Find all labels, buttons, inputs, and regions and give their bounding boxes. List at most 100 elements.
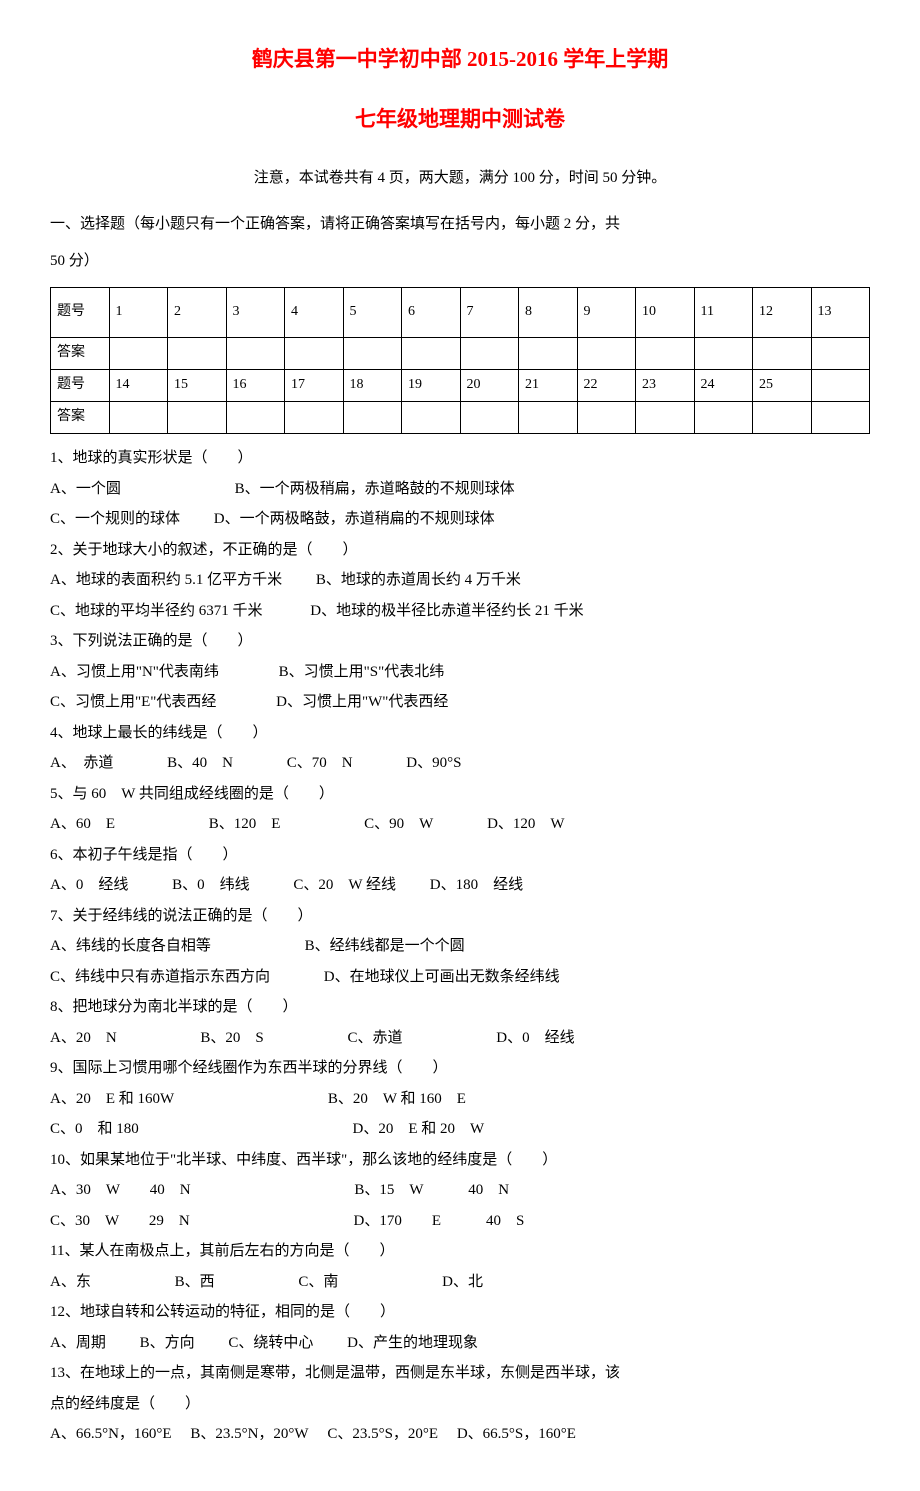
grid-answer — [402, 402, 461, 434]
grid-num: 10 — [636, 288, 695, 338]
q8-c: C、赤道 — [348, 1024, 403, 1053]
q1-options-2: C、一个规则的球体 D、一个两极略鼓，赤道稍扁的不规则球体 — [50, 505, 870, 534]
title-main: 鹤庆县第一中学初中部 2015-2016 学年上学期 — [50, 40, 870, 80]
q8-a: A、20 N — [50, 1024, 117, 1053]
q5-stem: 5、与 60 W 共同组成经线圈的是（ ） — [50, 780, 870, 809]
q3-options-2: C、习惯上用"E"代表西经 D、习惯上用"W"代表西经 — [50, 688, 870, 717]
grid-num: 8 — [519, 288, 578, 338]
q10-options-2: C、30 W 29 N D、170 E 40 S — [50, 1207, 870, 1236]
q9-options: A、20 E 和 160W B、20 W 和 160 E — [50, 1085, 870, 1114]
q11-options: A、东 B、西 C、南 D、北 — [50, 1268, 870, 1297]
q6-b: B、0 纬线 — [172, 871, 250, 900]
grid-answer — [343, 402, 402, 434]
q7-options-2: C、纬线中只有赤道指示东西方向 D、在地球仪上可画出无数条经纬线 — [50, 963, 870, 992]
q7-b: B、经纬线都是一个个圆 — [305, 938, 465, 954]
grid-label: 答案 — [51, 338, 110, 370]
grid-label: 题号 — [51, 370, 110, 402]
grid-answer — [636, 402, 695, 434]
q1-options: A、一个圆 B、一个两极稍扁，赤道略鼓的不规则球体 — [50, 475, 870, 504]
q5-a: A、60 E — [50, 810, 115, 839]
q13-a: A、66.5°N，160°E — [50, 1420, 172, 1449]
section1-score: 50 分） — [50, 247, 870, 276]
section1-header: 一、选择题（每小题只有一个正确答案，请将正确答案填写在括号内，每小题 2 分，共 — [50, 210, 870, 239]
exam-notice: 注意，本试卷共有 4 页，两大题，满分 100 分，时间 50 分钟。 — [50, 164, 870, 193]
table-row: 答案 — [51, 402, 870, 434]
q3-d: D、习惯上用"W"代表西经 — [276, 694, 448, 710]
q11-c: C、南 — [298, 1268, 338, 1297]
q12-a: A、周期 — [50, 1329, 106, 1358]
grid-num: 6 — [402, 288, 461, 338]
q1-b: B、一个两极稍扁，赤道略鼓的不规则球体 — [235, 481, 515, 497]
q4-a: A、 赤道 — [50, 749, 113, 778]
q8-d: D、0 经线 — [496, 1030, 574, 1046]
q4-c: C、70 N — [287, 749, 353, 778]
q13-c: C、23.5°S，20°E — [327, 1420, 438, 1449]
q2-a: A、地球的表面积约 5.1 亿平方千米 — [50, 566, 282, 595]
grid-answer — [109, 338, 168, 370]
grid-num: 5 — [343, 288, 402, 338]
q12-options: A、周期 B、方向 C、绕转中心 D、产生的地理现象 — [50, 1329, 870, 1358]
q5-c: C、90 W — [364, 810, 433, 839]
grid-num: 13 — [811, 288, 870, 338]
table-row: 题号 14 15 16 17 18 19 20 21 22 23 24 25 — [51, 370, 870, 402]
grid-num: 17 — [285, 370, 344, 402]
q10-stem: 10、如果某地位于"北半球、中纬度、西半球"，那么该地的经纬度是（ ） — [50, 1146, 870, 1175]
grid-answer — [694, 402, 753, 434]
grid-num: 11 — [694, 288, 753, 338]
q6-options: A、0 经线 B、0 纬线 C、20 W 经线 D、180 经线 — [50, 871, 870, 900]
grid-num: 12 — [753, 288, 812, 338]
grid-answer — [402, 338, 461, 370]
grid-num: 16 — [226, 370, 285, 402]
q5-b: B、120 E — [209, 810, 281, 839]
q4-stem: 4、地球上最长的纬线是（ ） — [50, 719, 870, 748]
q10-c: C、30 W 29 N — [50, 1207, 190, 1236]
grid-answer — [577, 338, 636, 370]
table-row: 题号 1 2 3 4 5 6 7 8 9 10 11 12 13 — [51, 288, 870, 338]
q13-stem-1: 13、在地球上的一点，其南侧是寒带，北侧是温带，西侧是东半球，东侧是西半球，该 — [50, 1359, 870, 1388]
q3-c: C、习惯上用"E"代表西经 — [50, 688, 216, 717]
q9-c: C、0 和 180 — [50, 1115, 139, 1144]
grid-answer — [753, 338, 812, 370]
q2-stem: 2、关于地球大小的叙述，不正确的是（ ） — [50, 536, 870, 565]
grid-answer — [226, 338, 285, 370]
q9-a: A、20 E 和 160W — [50, 1085, 174, 1114]
q12-b: B、方向 — [140, 1329, 195, 1358]
grid-num: 19 — [402, 370, 461, 402]
grid-answer — [753, 402, 812, 434]
q1-c: C、一个规则的球体 — [50, 505, 180, 534]
grid-answer — [109, 402, 168, 434]
q3-a: A、习惯上用"N"代表南纬 — [50, 658, 219, 687]
q9-d: D、20 E 和 20 W — [353, 1121, 485, 1137]
q11-stem: 11、某人在南极点上，其前后左右的方向是（ ） — [50, 1237, 870, 1266]
grid-answer — [636, 338, 695, 370]
grid-answer — [285, 338, 344, 370]
q12-stem: 12、地球自转和公转运动的特征，相同的是（ ） — [50, 1298, 870, 1327]
q3-options: A、习惯上用"N"代表南纬 B、习惯上用"S"代表北纬 — [50, 658, 870, 687]
q1-a: A、一个圆 — [50, 475, 121, 504]
grid-answer — [460, 338, 519, 370]
grid-answer — [811, 402, 870, 434]
grid-label: 答案 — [51, 402, 110, 434]
q1-stem: 1、地球的真实形状是（ ） — [50, 444, 870, 473]
grid-num: 21 — [519, 370, 578, 402]
q3-b: B、习惯上用"S"代表北纬 — [279, 664, 445, 680]
q4-d: D、90°S — [406, 755, 461, 771]
q13-b: B、23.5°N，20°W — [190, 1420, 308, 1449]
q5-d: D、120 W — [487, 816, 565, 832]
q6-d: D、180 经线 — [430, 877, 523, 893]
grid-num: 14 — [109, 370, 168, 402]
q13-options: A、66.5°N，160°E B、23.5°N，20°W C、23.5°S，20… — [50, 1420, 870, 1449]
q9-options-2: C、0 和 180 D、20 E 和 20 W — [50, 1115, 870, 1144]
q8-options: A、20 N B、20 S C、赤道 D、0 经线 — [50, 1024, 870, 1053]
grid-num — [811, 370, 870, 402]
q13-d: D、66.5°S，160°E — [457, 1426, 576, 1442]
grid-num: 23 — [636, 370, 695, 402]
grid-num: 18 — [343, 370, 402, 402]
grid-answer — [226, 402, 285, 434]
grid-num: 25 — [753, 370, 812, 402]
q10-options: A、30 W 40 N B、15 W 40 N — [50, 1176, 870, 1205]
grid-label: 题号 — [51, 288, 110, 338]
q5-options: A、60 E B、120 E C、90 W D、120 W — [50, 810, 870, 839]
q8-stem: 8、把地球分为南北半球的是（ ） — [50, 993, 870, 1022]
q2-d: D、地球的极半径比赤道半径约长 21 千米 — [310, 603, 583, 619]
